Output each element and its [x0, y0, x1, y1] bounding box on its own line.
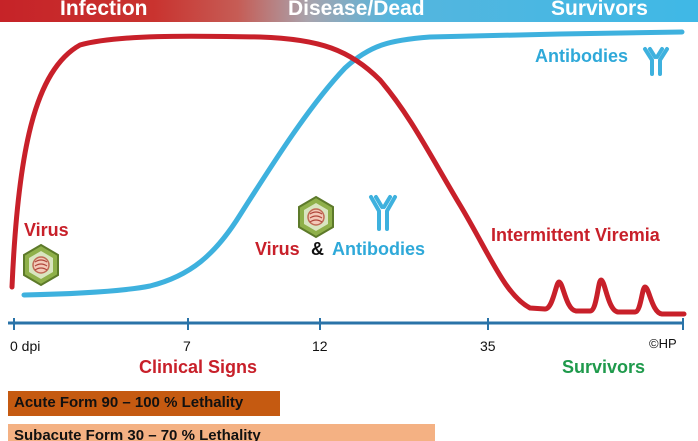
label-intermittent-viremia: Intermittent Viremia [491, 225, 660, 245]
label-survivors-bottom: Survivors [562, 357, 646, 377]
label-virus-mid: Virus [255, 239, 300, 259]
tick-label-12: 12 [312, 338, 328, 354]
label-antibodies-top: Antibodies [535, 46, 628, 66]
phase-disease-dead: Disease/Dead [288, 0, 425, 20]
label-virus: Virus [24, 220, 69, 240]
subacute-form-bar: Subacute Form 30 – 70 % Lethality [8, 424, 435, 441]
antibody-curve [21, 29, 685, 298]
acute-form-label: Acute Form 90 – 100 % Lethality [14, 394, 244, 411]
tick-label-7: 7 [183, 338, 191, 354]
virus-particle-icon [298, 195, 334, 239]
virus-curve [9, 33, 687, 317]
label-antibodies-mid: Antibodies [332, 239, 425, 259]
tick-label-35: 35 [480, 338, 496, 354]
antibody-icon [369, 195, 397, 231]
tick-label-0-dpi: 0 dpi [10, 338, 41, 354]
label-clinical-signs: Clinical Signs [139, 357, 258, 377]
phase-survivors: Survivors [551, 0, 648, 20]
phase-header-bar: Infection Disease/Dead Survivors [0, 0, 698, 22]
acute-form-bar: Acute Form 90 – 100 % Lethality [8, 391, 280, 416]
copyright-mark: ©HP [649, 336, 677, 351]
subacute-form-label: Subacute Form 30 – 70 % Lethality [14, 427, 261, 441]
label-ampersand: & [311, 239, 324, 259]
antibody-icon [643, 47, 669, 76]
phase-infection: Infection [60, 0, 148, 20]
virus-particle-icon [23, 243, 59, 287]
